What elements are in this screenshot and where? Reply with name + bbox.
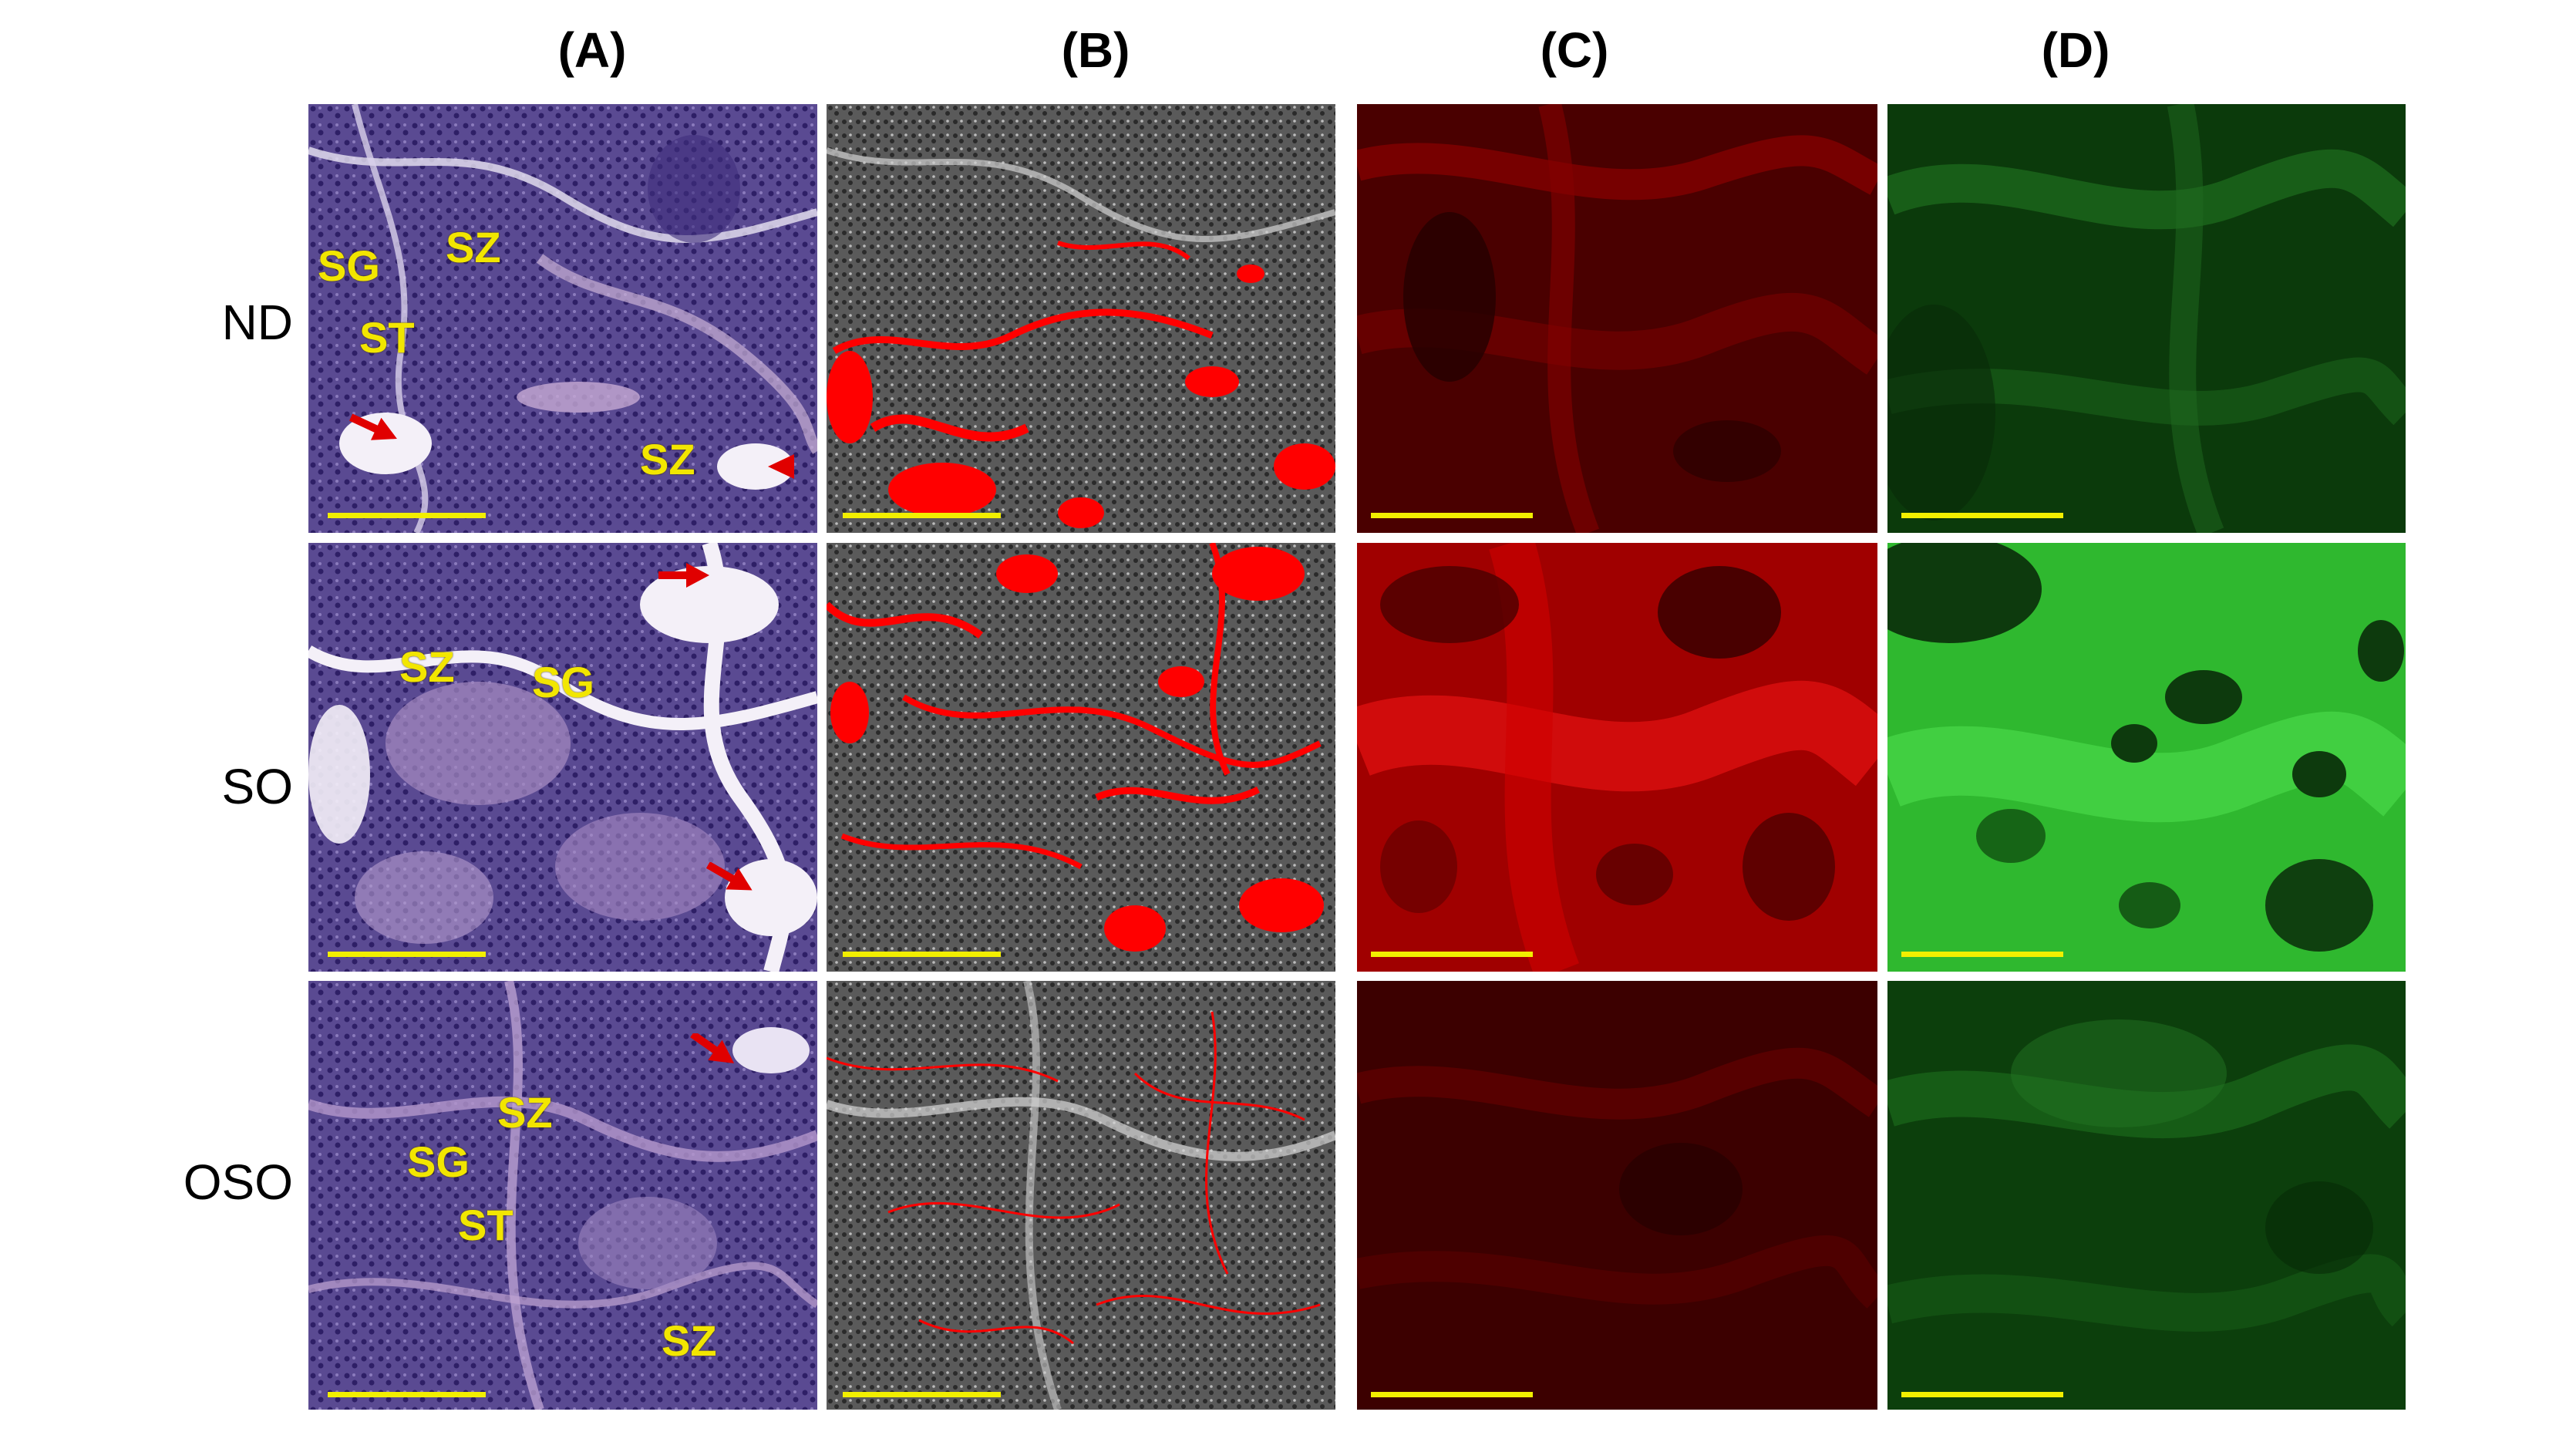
panel-nd-overlay [827, 104, 1335, 533]
scale-bar [328, 1392, 486, 1397]
red-arrow-icon [349, 413, 397, 440]
panel-so-overlay [827, 543, 1335, 972]
tissue-label: SG [407, 1137, 470, 1186]
scale-bar [843, 513, 1001, 518]
row-label-oso: OSO [183, 1154, 293, 1210]
row-label-nd: ND [221, 295, 293, 350]
tissue-label: SG [318, 241, 380, 290]
panel-oso-overlay [827, 981, 1335, 1410]
panel-nd-green-fluorescence [1887, 104, 2406, 533]
scale-bar [1901, 1392, 2063, 1397]
tissue-label: ST [458, 1201, 514, 1249]
tissue-label: ST [359, 313, 415, 362]
panel-nd-red-fluorescence [1357, 104, 1877, 533]
scale-bar [1901, 513, 2063, 518]
panel-nd-he [308, 104, 817, 533]
column-header-b: (B) [1061, 22, 1130, 78]
scale-bar [1371, 952, 1533, 957]
scale-bar [328, 513, 486, 518]
tissue-label: SG [532, 658, 594, 706]
column-header-d: (D) [2041, 22, 2110, 78]
red-arrow-icon [705, 862, 753, 891]
panel-oso-red-fluorescence [1357, 981, 1877, 1410]
panel-so-green-fluorescence [1887, 543, 2406, 972]
row-label-so: SO [221, 759, 293, 814]
scale-bar [1371, 513, 1533, 518]
panel-oso-he [308, 981, 817, 1410]
panel-so-he [308, 543, 817, 972]
tissue-label: SZ [399, 642, 455, 691]
tissue-label: SZ [446, 223, 501, 271]
tissue-label: SZ [640, 435, 695, 484]
panel-so-red-fluorescence [1357, 543, 1877, 972]
panel-oso-green-fluorescence [1887, 981, 2406, 1410]
red-arrow-icon [658, 563, 709, 588]
scale-bar [328, 952, 486, 957]
red-arrow-icon [690, 1033, 735, 1063]
tissue-label: SZ [662, 1316, 717, 1365]
scale-bar [1371, 1392, 1533, 1397]
scale-bar [1901, 952, 2063, 957]
column-header-c: (C) [1540, 22, 1609, 78]
red-arrowhead-icon [768, 454, 794, 479]
scale-bar [843, 1392, 1001, 1397]
scale-bar [843, 952, 1001, 957]
tissue-label: SZ [497, 1088, 553, 1137]
column-header-a: (A) [557, 22, 627, 78]
